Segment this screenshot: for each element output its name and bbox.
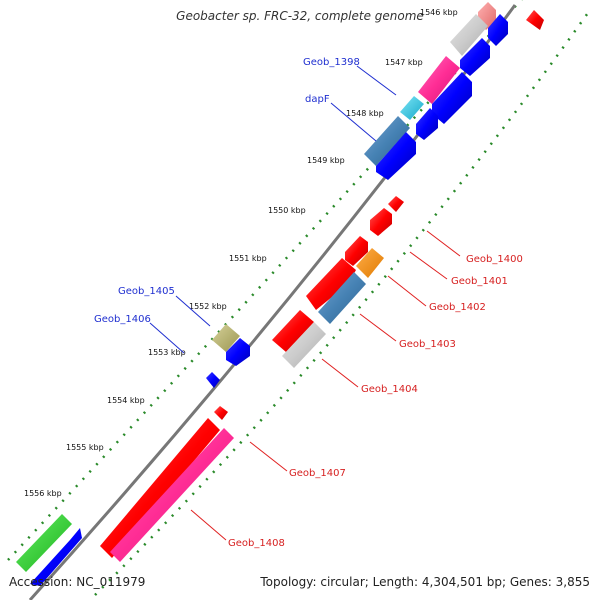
feature-red-topright[interactable]: [526, 10, 544, 30]
tick-label: 1549 kbp: [307, 156, 345, 165]
feature-steelblue-top[interactable]: [364, 116, 410, 166]
callout-geob-1402: [387, 275, 427, 307]
callout-geob-1401: [409, 251, 448, 280]
callout-dapf: [330, 102, 377, 142]
gene-label-geob-1406[interactable]: Geob_1406: [94, 314, 151, 325]
gene-label-geob-1401[interactable]: Geob_1401: [451, 276, 508, 287]
gene-label-geob-1407[interactable]: Geob_1407: [289, 468, 346, 479]
reverse-strand-features: [30, 14, 508, 586]
feature-red-mid[interactable]: [272, 310, 314, 352]
feature-blue-long[interactable]: [432, 72, 472, 124]
feature-red-long[interactable]: [306, 258, 356, 310]
feature-blue-1405[interactable]: [226, 338, 250, 366]
gene-label-geob-1400[interactable]: Geob_1400: [466, 254, 523, 265]
tick-label: 1546 kbp: [420, 8, 458, 17]
feature-blue-1406[interactable]: [206, 372, 220, 388]
callout-geob-1405: [175, 295, 211, 327]
feature-red-1401[interactable]: [345, 236, 368, 266]
feature-red-1408[interactable]: [100, 418, 220, 558]
callout-geob-1400: [426, 230, 461, 257]
feature-red-dot[interactable]: [388, 196, 404, 212]
feature-gray-top[interactable]: [450, 14, 488, 56]
feature-red-1400[interactable]: [370, 208, 392, 236]
gene-callouts: [149, 65, 461, 541]
tick-label: 1550 kbp: [268, 206, 306, 215]
feature-blue-bottom[interactable]: [30, 528, 82, 586]
accession-text: Accession: NC_011979: [9, 575, 146, 589]
gene-label-geob-1404[interactable]: Geob_1404: [361, 384, 418, 395]
feature-green[interactable]: [16, 514, 72, 572]
gene-label-geob-1408[interactable]: Geob_1408: [228, 538, 285, 549]
gene-label-geob-1402[interactable]: Geob_1402: [429, 302, 486, 313]
gene-label-geob-1405[interactable]: Geob_1405: [118, 286, 175, 297]
callout-geob-1403: [359, 313, 397, 342]
tick-label: 1555 kbp: [66, 443, 104, 452]
callout-geob-1404: [321, 358, 359, 388]
gene-labels: Geob_1398 dapF Geob_1400 Geob_1401 Geob_…: [94, 57, 523, 549]
genome-summary-text: Topology: circular; Length: 4,304,501 bp…: [260, 575, 590, 589]
tick-label: 1556 kbp: [24, 489, 62, 498]
feature-gray-1404[interactable]: [282, 322, 326, 368]
feature-blue-top1[interactable]: [488, 14, 508, 46]
feature-blue-dapf[interactable]: [376, 132, 416, 180]
tick-label: 1548 kbp: [346, 109, 384, 118]
feature-steelblue-1403[interactable]: [318, 272, 366, 324]
map-title: Geobacter sp. FRC-32, complete genome: [176, 9, 424, 23]
inner-tick-ring: [94, 9, 592, 596]
callout-geob-1407: [249, 441, 288, 472]
feature-orange[interactable]: [356, 248, 384, 278]
outer-tick-ring: [7, 0, 523, 561]
forward-strand-features: [16, 2, 544, 572]
gene-label-dapf[interactable]: dapF: [305, 94, 330, 105]
feature-pink-1408[interactable]: [110, 428, 234, 562]
callout-geob-1406: [149, 322, 185, 354]
tick-label: 1554 kbp: [107, 396, 145, 405]
feature-red-small[interactable]: [214, 406, 228, 420]
feature-pink-top[interactable]: [418, 56, 460, 104]
callout-geob-1408: [190, 509, 227, 541]
gene-label-geob-1398[interactable]: Geob_1398: [303, 57, 360, 68]
feature-cyan[interactable]: [400, 96, 424, 120]
tick-label: 1547 kbp: [385, 58, 423, 67]
tick-label: 1551 kbp: [229, 254, 267, 263]
feature-blue-top2[interactable]: [460, 38, 490, 76]
tick-labels: 1546 kbp 1547 kbp 1548 kbp 1549 kbp 1550…: [24, 8, 458, 498]
feature-blue-mid[interactable]: [416, 108, 438, 140]
tick-label: 1552 kbp: [189, 302, 227, 311]
tick-label: 1553 kbp: [148, 348, 186, 357]
feature-olive[interactable]: [212, 324, 240, 352]
callout-geob-1398: [356, 65, 397, 96]
gene-label-geob-1403[interactable]: Geob_1403: [399, 339, 456, 350]
